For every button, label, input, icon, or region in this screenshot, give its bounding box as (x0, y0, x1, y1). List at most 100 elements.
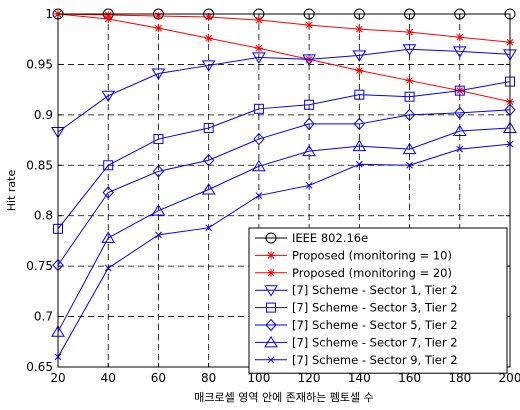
x-tick-label: 140 (348, 371, 371, 385)
data-point-x (205, 224, 213, 232)
data-point-star (104, 11, 113, 20)
x-tick-label: 100 (247, 371, 270, 385)
legend-label: [7] Scheme - Sector 3, Tier 2 (292, 301, 458, 315)
data-point-triangle-up (151, 204, 166, 216)
legend-label: [7] Scheme - Sector 1, Tier 2 (292, 283, 458, 297)
data-point-x (406, 161, 413, 169)
legend-label: Proposed (monitoring = 20) (292, 266, 452, 280)
data-point-star (104, 15, 113, 24)
legend: IEEE 802.16e Proposed (monitoring = 10) Pr… (248, 227, 508, 374)
data-point-diamond (403, 108, 416, 122)
data-point-star (455, 33, 464, 42)
y-tick-label: 0.75 (26, 259, 53, 273)
data-point-square (266, 302, 276, 313)
series-4 (51, 44, 517, 139)
legend-label: [7] Scheme - Sector 9, Tier 2 (292, 353, 458, 367)
data-point-square (454, 85, 465, 96)
data-point-x (456, 145, 464, 153)
data-point-triangle-up (402, 142, 417, 155)
series-line (57, 13, 511, 103)
legend-label: IEEE 802.16e (292, 231, 368, 245)
data-point-square (253, 103, 264, 114)
x-tick-label: 20 (50, 371, 65, 385)
x-tick-label: 200 (499, 371, 520, 385)
legend-label: [7] Scheme - Sector 7, Tier 2 (292, 335, 458, 349)
data-point-square (103, 160, 114, 171)
data-point-x (305, 182, 313, 189)
series-line (57, 127, 511, 332)
data-point-square (304, 99, 315, 110)
series-line (57, 13, 511, 43)
data-point-star (254, 16, 263, 25)
data-point-x (355, 160, 363, 168)
x-tick-label: 60 (151, 371, 166, 385)
data-point-triangle-down (264, 285, 278, 297)
legend-box (248, 227, 508, 374)
y-tick-label: 0.95 (26, 57, 53, 71)
y-tick-label: 0.65 (26, 360, 53, 374)
data-point-triangle-up (452, 124, 467, 136)
data-point-star (204, 13, 213, 22)
data-point-star (267, 268, 275, 277)
data-point-diamond (353, 117, 366, 131)
data-point-x (255, 192, 263, 199)
data-point-star (405, 28, 414, 37)
series-line (57, 81, 511, 230)
x-tick-label: 40 (101, 371, 116, 385)
series-6 (52, 103, 516, 272)
data-point-x (155, 231, 162, 239)
data-point-diamond (102, 186, 114, 199)
data-point-square (203, 122, 214, 133)
data-point-triangle-up (352, 139, 367, 152)
series-line (57, 48, 511, 133)
data-point-star (355, 66, 364, 75)
data-point-triangle-down (252, 52, 266, 64)
data-point-diamond (253, 132, 265, 146)
x-tick-label: 80 (201, 371, 216, 385)
x-tick-label: 160 (398, 371, 421, 385)
data-point-star (405, 76, 414, 85)
data-point-triangle-up (302, 144, 316, 157)
y-tick-label: 1 (45, 7, 53, 21)
x-tick-label: 120 (298, 371, 321, 385)
data-point-star (204, 34, 213, 43)
y-tick-label: 0.7 (34, 310, 53, 324)
data-point-triangle-up (101, 231, 116, 243)
data-point-triangle-down (352, 50, 367, 62)
data-point-star (154, 24, 163, 33)
data-point-star (154, 12, 163, 21)
data-point-triangle-down (402, 44, 417, 56)
data-point-square (404, 91, 415, 102)
data-point-star (305, 21, 314, 30)
data-point-triangle-down (452, 46, 467, 58)
data-point-triangle-down (101, 90, 116, 103)
x-axis-label: 매크로셀 영역 안에 존재하는 펨토셀 수 (194, 390, 373, 404)
data-point-triangle-up (264, 335, 278, 348)
y-tick-label: 0.9 (34, 108, 53, 122)
series-line (57, 143, 511, 358)
data-point-x (104, 264, 112, 272)
data-point-diamond (202, 153, 215, 167)
series-line (57, 109, 511, 266)
y-tick-label: 0.85 (26, 158, 53, 172)
data-point-diamond (265, 318, 277, 332)
y-tick-label: 0.8 (34, 209, 53, 223)
data-point-square (354, 89, 365, 100)
data-point-triangle-down (151, 68, 166, 80)
data-point-star (254, 44, 263, 53)
data-point-star (355, 25, 364, 34)
y-axis-label: Hit rate (5, 170, 18, 212)
legend-label: [7] Scheme - Sector 5, Tier 2 (292, 318, 458, 332)
data-point-x (267, 356, 275, 364)
series-5 (53, 76, 515, 234)
data-point-triangle-up (252, 159, 266, 172)
data-point-circle (265, 232, 277, 244)
data-point-square (153, 134, 164, 145)
data-point-diamond (454, 106, 466, 120)
data-point-triangle-down (201, 60, 216, 72)
data-point-star (267, 251, 275, 260)
data-point-triangle-up (201, 183, 216, 195)
series-8 (54, 140, 514, 361)
x-tick-label: 180 (448, 371, 471, 385)
